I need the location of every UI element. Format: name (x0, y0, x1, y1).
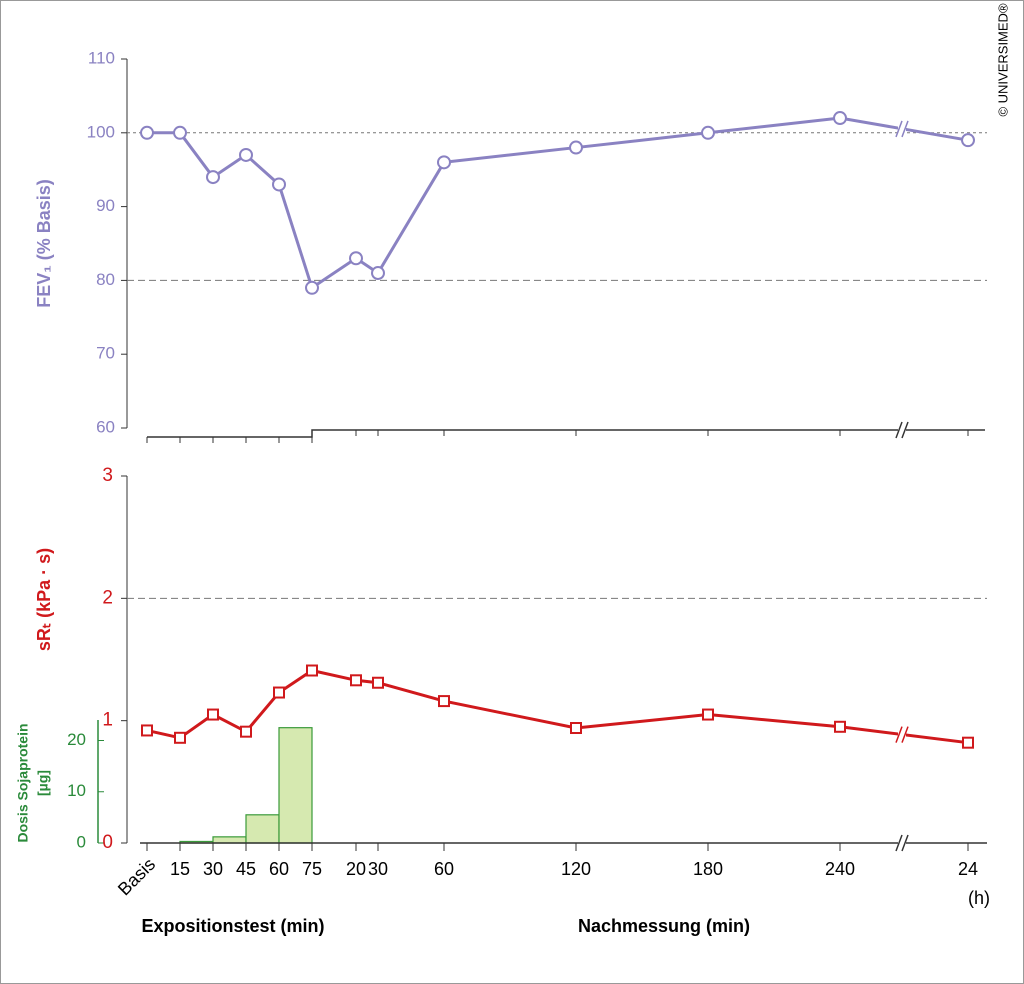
x-tick-label: 20 (346, 859, 366, 879)
data-point (702, 708, 714, 721)
axis-break (898, 834, 906, 852)
y-tick-label: 2 (102, 587, 113, 608)
data-point (371, 266, 385, 281)
y-tick-label: 90 (96, 196, 115, 215)
data-point (962, 736, 974, 749)
copyright: © UNIVERSIMED® (995, 3, 1010, 116)
axis-break (901, 726, 909, 743)
data-point (173, 125, 187, 140)
axis-break (895, 726, 903, 743)
y-tick-label: 1 (102, 710, 113, 731)
x-group-label: Nachmessung (min) (578, 916, 750, 936)
data-point (306, 664, 318, 677)
x-tick-label: 60 (269, 859, 289, 879)
data-point (438, 695, 450, 708)
x-tick-label: 15 (170, 859, 190, 879)
panel-baseline (147, 429, 985, 438)
data-point (833, 111, 847, 126)
data-line (147, 116, 969, 291)
data-point (305, 280, 319, 295)
axis-break (898, 421, 906, 439)
x-tick-label: 75 (302, 859, 322, 879)
y-tick-label: 3 (102, 465, 113, 486)
x-unit-note: (h) (968, 888, 990, 908)
data-point (239, 147, 253, 162)
data-point (349, 251, 363, 266)
x-tick-label: 240 (825, 859, 855, 879)
bar (212, 836, 247, 844)
x-tick-label: 30 (368, 859, 388, 879)
data-point (372, 676, 384, 689)
y-tick-label: 0 (77, 832, 86, 851)
x-tick-label: 60 (434, 859, 454, 879)
y-axis-label: FEV₁ (% Basis) (34, 179, 54, 307)
data-point (141, 724, 153, 737)
data-point (569, 140, 583, 155)
y-tick-label: 100 (87, 122, 115, 141)
axis-break (895, 120, 903, 138)
data-point (273, 686, 285, 699)
y-tick-label: 70 (96, 344, 115, 363)
y-axis-label: Dosis Sojaprotein (15, 723, 31, 842)
x-tick-label: 120 (561, 859, 591, 879)
bar (245, 814, 280, 844)
data-point (570, 722, 582, 735)
axis-break (895, 834, 903, 852)
data-point (272, 177, 286, 192)
axis-break (898, 725, 906, 744)
data-point (437, 155, 451, 170)
x-group-label: Expositionstest (min) (141, 916, 324, 936)
axis-break (898, 119, 906, 138)
x-tick-label: 45 (236, 859, 256, 879)
y-tick-label: 110 (88, 48, 115, 67)
axis-break (895, 421, 903, 439)
data-point (701, 125, 715, 140)
data-point (207, 708, 219, 721)
x-tick-label: 24 (958, 859, 978, 879)
data-point (240, 725, 252, 738)
x-tick-label: 180 (693, 859, 723, 879)
bar (278, 727, 313, 844)
data-point (961, 133, 975, 148)
axis-break (901, 421, 909, 439)
y-tick-label: 10 (67, 781, 86, 800)
x-tick-label: Basis (114, 854, 159, 899)
y-tick-label: 60 (96, 417, 115, 436)
y-axis-label: [µg] (35, 770, 51, 796)
y-axis-label: sRₜ (kPa · s) (34, 548, 54, 651)
axis-break (901, 834, 909, 852)
data-point (834, 720, 846, 733)
y-tick-label: 20 (67, 730, 86, 749)
y-tick-label: 80 (96, 270, 115, 289)
data-point (350, 674, 362, 687)
axis-break (901, 120, 909, 138)
y-tick-label: 0 (102, 832, 113, 853)
data-point (206, 170, 220, 185)
data-point (140, 125, 154, 140)
x-tick-label: 30 (203, 859, 223, 879)
data-point (174, 731, 186, 744)
